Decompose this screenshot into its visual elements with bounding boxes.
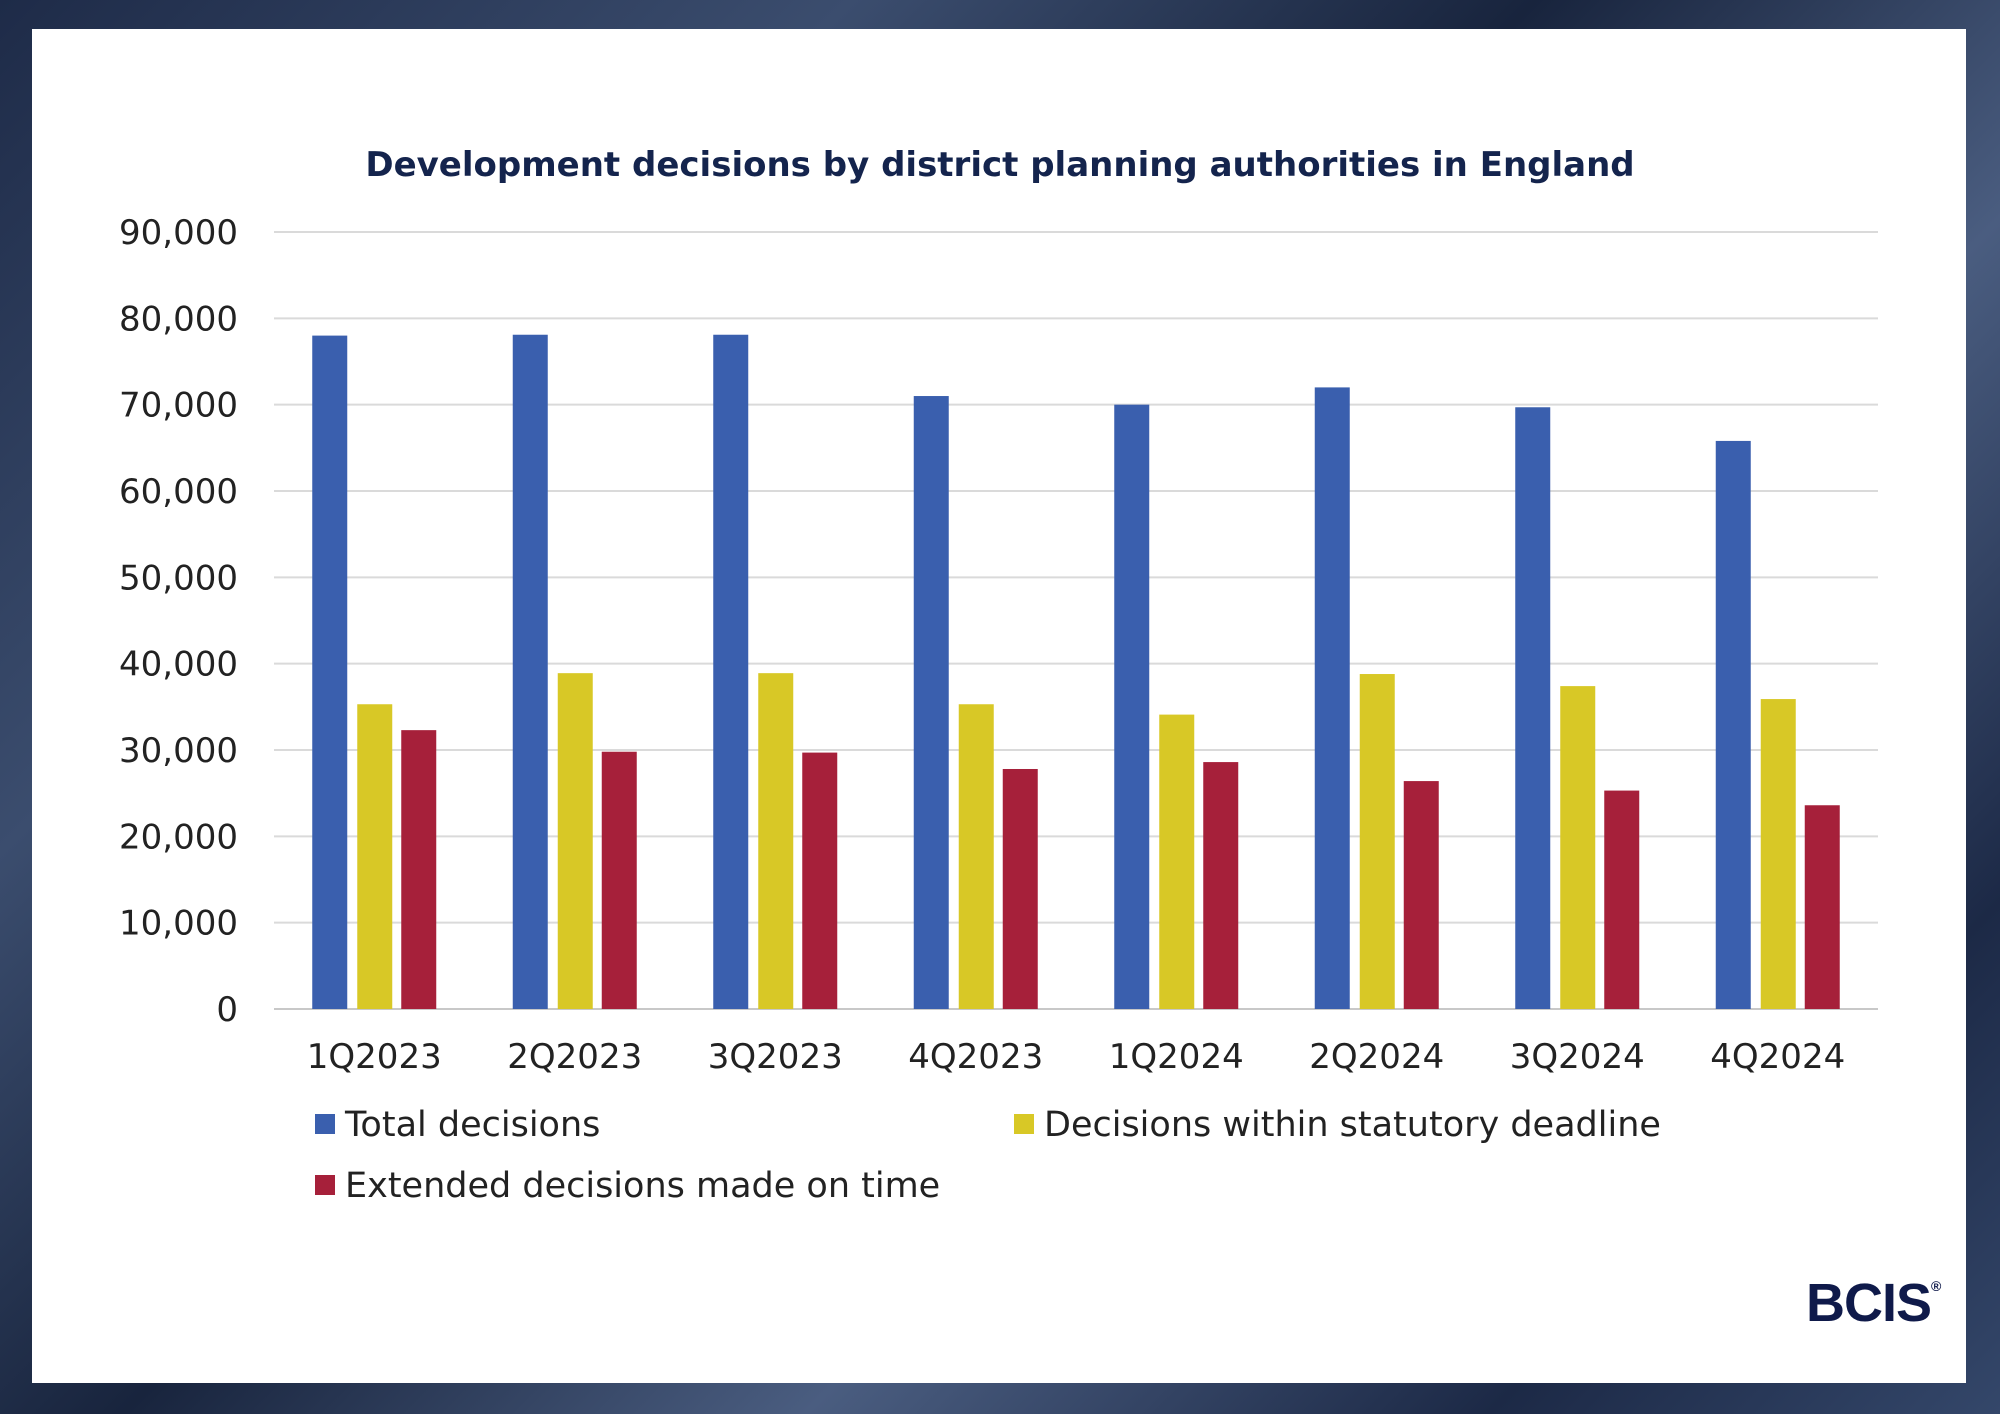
bar-decisions-within-statutory-deadline — [958, 704, 994, 1009]
x-tick-label: 3Q2023 — [708, 1037, 843, 1077]
x-tick-label: 4Q2024 — [1710, 1037, 1845, 1077]
y-tick-label: 70,000 — [119, 386, 238, 426]
y-tick-label: 80,000 — [119, 299, 238, 339]
bar-extended-decisions-made-on-time — [1203, 762, 1239, 1009]
bar-decisions-within-statutory-deadline — [1159, 714, 1195, 1009]
bar-total-decisions — [1114, 404, 1150, 1010]
logo-text: BCIS — [1806, 1273, 1932, 1333]
y-tick-label: 40,000 — [119, 645, 238, 685]
bar-decisions-within-statutory-deadline — [758, 673, 794, 1009]
bar-total-decisions — [1515, 407, 1551, 1009]
bar-extended-decisions-made-on-time — [401, 730, 437, 1009]
x-tick-label: 2Q2023 — [507, 1037, 642, 1077]
legend-label: Decisions within statutory deadline — [1044, 1105, 1661, 1145]
bar-extended-decisions-made-on-time — [601, 751, 637, 1009]
bar-extended-decisions-made-on-time — [1604, 790, 1640, 1009]
bar-decisions-within-statutory-deadline — [557, 673, 593, 1009]
bar-decisions-within-statutory-deadline — [1760, 699, 1796, 1009]
bar-total-decisions — [512, 334, 548, 1009]
y-tick-label: 90,000 — [119, 213, 238, 253]
x-tick-label: 2Q2024 — [1309, 1037, 1444, 1077]
bar-total-decisions — [1715, 440, 1751, 1010]
bar-decisions-within-statutory-deadline — [1359, 674, 1395, 1009]
bar-decisions-within-statutory-deadline — [357, 704, 393, 1009]
legend-label: Total decisions — [344, 1105, 600, 1145]
legend-swatch — [1014, 1114, 1034, 1134]
bar-decisions-within-statutory-deadline — [1560, 686, 1596, 1009]
bar-total-decisions — [713, 334, 749, 1009]
bcis-logo: BCIS® — [1806, 1273, 1941, 1333]
bar-extended-decisions-made-on-time — [1403, 781, 1439, 1009]
y-tick-label: 0 — [216, 990, 238, 1030]
bar-total-decisions — [312, 335, 348, 1010]
y-tick-label: 60,000 — [119, 472, 238, 512]
y-tick-label: 10,000 — [119, 904, 238, 944]
bar-extended-decisions-made-on-time — [802, 752, 838, 1009]
bar-extended-decisions-made-on-time — [1804, 805, 1840, 1009]
bar-extended-decisions-made-on-time — [1002, 768, 1038, 1009]
y-tick-label: 20,000 — [119, 817, 238, 857]
x-tick-label: 3Q2024 — [1510, 1037, 1645, 1077]
chart-card — [32, 29, 1966, 1383]
y-tick-label: 30,000 — [119, 731, 238, 771]
legend-swatch — [315, 1114, 335, 1134]
legend-swatch — [315, 1175, 335, 1195]
y-tick-label: 50,000 — [119, 558, 238, 598]
bar-total-decisions — [913, 396, 949, 1009]
x-tick-label: 1Q2023 — [307, 1037, 442, 1077]
chart-title: Development decisions by district planni… — [365, 145, 1634, 185]
x-tick-label: 4Q2023 — [908, 1037, 1043, 1077]
x-tick-label: 1Q2024 — [1109, 1037, 1244, 1077]
bar-total-decisions — [1314, 387, 1350, 1009]
legend-label: Extended decisions made on time — [345, 1166, 940, 1206]
